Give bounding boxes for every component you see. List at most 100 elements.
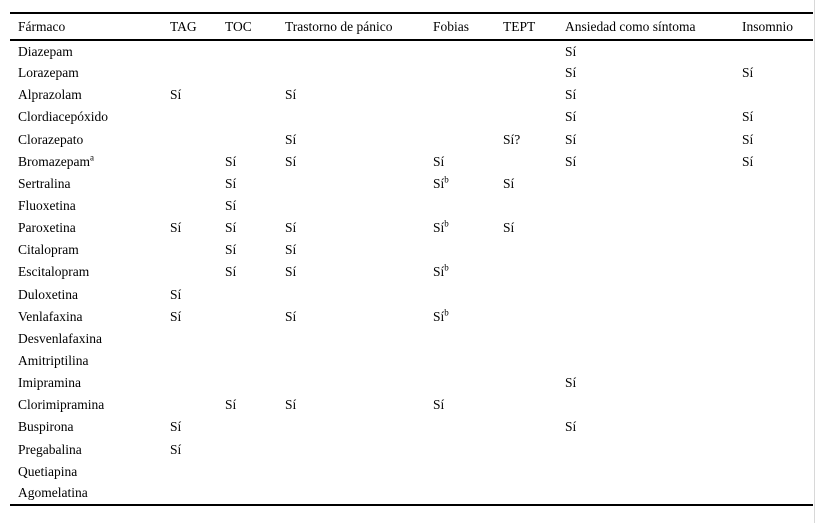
indication-cell: Sí (170, 87, 182, 103)
indication-cell (285, 416, 433, 438)
indication-cell (285, 195, 433, 217)
indication-cell (285, 439, 433, 461)
drug-indications-table: Fármaco TAG TOC Trastorno de pánico Fobi… (10, 12, 813, 506)
indication-cell (170, 483, 225, 505)
table-row: Sertralina Sí Síb Sí (10, 173, 813, 195)
indication-cell (742, 40, 813, 62)
indication-cell (503, 40, 565, 62)
table-row: Fluoxetina Sí (10, 195, 813, 217)
indication-cell (503, 195, 565, 217)
drug-name: Diazepam (18, 43, 73, 59)
table-row: Duloxetina Sí (10, 284, 813, 306)
indication-cell: Sí (225, 198, 237, 214)
indication-cell (285, 62, 433, 84)
indication-cell (285, 40, 433, 62)
page-edge-line (814, 0, 815, 523)
table-row: Alprazolam Sí Sí Sí (10, 84, 813, 106)
indication-cell (170, 195, 225, 217)
table-row: Citalopram Sí Sí (10, 239, 813, 261)
indication-cell (225, 416, 285, 438)
indication-cell (433, 84, 503, 106)
indication-cell (433, 106, 503, 128)
indication-cell (170, 328, 225, 350)
indication-cell (742, 173, 813, 195)
indication-cell (565, 239, 742, 261)
indication-cell (170, 461, 225, 483)
table-row: Imipramina Sí (10, 372, 813, 394)
indication-cell: Sí (285, 308, 297, 324)
indication-cell (225, 306, 285, 328)
indication-cell: Sí (285, 264, 297, 280)
indication-cell: Sí (225, 242, 237, 258)
indication-cell: Sí (565, 65, 577, 81)
indication-cell: Sí (565, 87, 577, 103)
indication-cell (433, 129, 503, 151)
indication-cell (565, 173, 742, 195)
column-header-tept: TEPT (503, 13, 565, 41)
indication-cell (742, 483, 813, 505)
indication-cell (225, 350, 285, 372)
indication-cell: Sí (285, 87, 297, 103)
indication-cell (565, 461, 742, 483)
indication-cell (742, 416, 813, 438)
drug-name: Agomelatina (18, 485, 88, 501)
indication-cell: Sí (170, 419, 182, 435)
indication-cell (433, 416, 503, 438)
indication-cell: Sí (170, 441, 182, 457)
indication-cell (742, 328, 813, 350)
table-row: Bromazepama Sí Sí Sí Sí Sí (10, 151, 813, 173)
indication-cell (170, 394, 225, 416)
indication-cell (433, 62, 503, 84)
indication-cell (503, 84, 565, 106)
indication-cell (225, 84, 285, 106)
indication-cell: Sí (225, 220, 237, 236)
indication-cell (433, 461, 503, 483)
indication-cell: Sí (285, 397, 297, 413)
table-row: Buspirona Sí Sí (10, 416, 813, 438)
indication-cell (503, 239, 565, 261)
indication-cell (433, 40, 503, 62)
indication-cell (742, 394, 813, 416)
indication-cell (285, 461, 433, 483)
indication-cell: Sí (433, 153, 445, 169)
indication-cell: Síb (433, 218, 449, 236)
drug-name: Paroxetina (18, 220, 76, 236)
indication-cell: Sí (170, 286, 182, 302)
indication-cell: Sí (225, 397, 237, 413)
indication-cell (285, 483, 433, 505)
indication-cell (225, 328, 285, 350)
drug-name: Venlafaxina (18, 308, 83, 324)
table-row: Clordiacepóxido Sí Sí (10, 106, 813, 128)
table-row: Desvenlafaxina (10, 328, 813, 350)
indication-cell (742, 195, 813, 217)
table-row: Diazepam Sí (10, 40, 813, 62)
indication-cell: Sí (433, 397, 445, 413)
indication-cell (742, 239, 813, 261)
indication-cell (565, 195, 742, 217)
table-row: Clorimipramina Sí Sí Sí (10, 394, 813, 416)
indication-cell (170, 350, 225, 372)
indication-cell: Sí (170, 308, 182, 324)
column-header-toc: TOC (225, 13, 285, 41)
drug-name: Duloxetina (18, 286, 78, 302)
table-row: Pregabalina Sí (10, 439, 813, 461)
indication-cell (170, 173, 225, 195)
indication-cell (170, 106, 225, 128)
indication-cell: Sí (565, 375, 577, 391)
table-row: Venlafaxina Sí Sí Síb (10, 306, 813, 328)
indication-cell (170, 40, 225, 62)
indication-cell (565, 439, 742, 461)
drug-name: Bromazepama (18, 152, 94, 169)
drug-indications-table-wrap: Fármaco TAG TOC Trastorno de pánico Fobi… (10, 12, 813, 506)
column-header-ansiedad: Ansiedad como síntoma (565, 13, 742, 41)
indication-cell (433, 350, 503, 372)
indication-cell (565, 328, 742, 350)
indication-cell (503, 328, 565, 350)
indication-cell (433, 439, 503, 461)
indication-cell: Síb (433, 174, 449, 191)
indication-cell (433, 328, 503, 350)
indication-cell (742, 217, 813, 239)
indication-cell (565, 394, 742, 416)
indication-cell (503, 350, 565, 372)
indication-cell (285, 106, 433, 128)
